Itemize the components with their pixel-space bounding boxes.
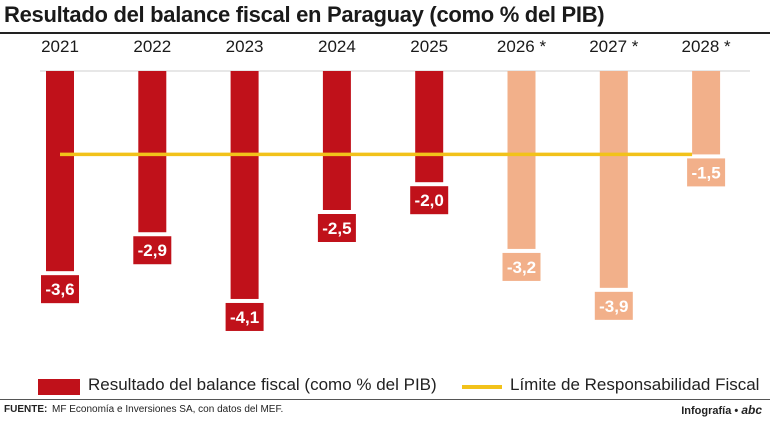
bar <box>599 71 628 288</box>
title-rule <box>0 32 770 34</box>
data-label: -2,0 <box>415 191 444 210</box>
credit: Infografía • abc <box>681 403 762 417</box>
x-tick-label: 2027 * <box>589 37 639 56</box>
x-tick-label: 2024 <box>318 37 356 56</box>
data-label-box <box>687 158 726 187</box>
data-label-box <box>225 302 264 331</box>
bar <box>230 71 259 299</box>
data-label: -4,1 <box>230 308 259 327</box>
data-label: -2,9 <box>138 241 167 260</box>
data-label-box <box>594 291 633 320</box>
data-label-box <box>502 252 541 281</box>
source-text: MF Economía e Inversiones SA, con datos … <box>52 404 284 415</box>
footer: FUENTE: MF Economía e Inversiones SA, co… <box>0 399 770 422</box>
bar <box>138 71 167 233</box>
title-bar: Resultado del balance fiscal en Paraguay… <box>0 0 770 34</box>
x-tick-label: 2025 <box>410 37 448 56</box>
data-label: -3,2 <box>507 258 536 277</box>
x-tick-label: 2028 * <box>682 37 732 56</box>
data-label-box <box>41 275 79 304</box>
chart-title: Resultado del balance fiscal en Paraguay… <box>4 2 605 27</box>
bar <box>415 71 444 183</box>
legend-line-label: Límite de Responsabilidad Fiscal <box>510 375 760 394</box>
legend-bar-swatch <box>38 379 80 395</box>
legend-line-swatch <box>462 385 502 389</box>
bar-chart: 2021 -3,6 2022 -2,9 2023 -4,1 2024 -2,5 2025 -2,0… <box>40 37 750 331</box>
x-tick-label: 2021 <box>41 37 79 56</box>
data-label: -3,6 <box>45 280 74 299</box>
legend: Resultado del balance fiscal (como % del… <box>0 372 770 398</box>
x-tick-label: 2022 <box>133 37 171 56</box>
data-label-box <box>133 236 172 265</box>
legend-bar-label: Resultado del balance fiscal (como % del… <box>88 375 437 394</box>
data-label: -2,5 <box>322 219 351 238</box>
bar <box>46 71 74 272</box>
data-label-box <box>317 214 356 242</box>
data-label-box <box>410 186 449 215</box>
credit-text: Infografía • <box>681 405 739 417</box>
x-tick-label: 2026 * <box>497 37 547 56</box>
data-label: -3,9 <box>599 297 628 316</box>
abc-logo: abc <box>741 403 762 417</box>
bar <box>507 71 536 249</box>
data-label: -1,5 <box>691 163 720 182</box>
bar <box>692 71 721 155</box>
x-tick-label: 2023 <box>226 37 264 56</box>
footer-rule <box>0 399 770 400</box>
source-key: FUENTE: <box>4 404 48 415</box>
bar <box>322 71 351 210</box>
